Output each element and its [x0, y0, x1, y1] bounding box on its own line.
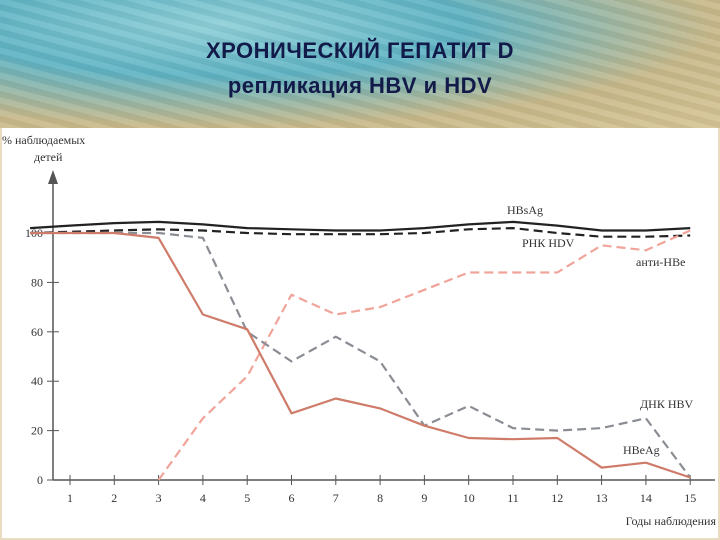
- chart-panel: % наблюдаемых детей Годы наблюдения 0 20 4…: [2, 128, 718, 538]
- chart: % наблюдаемых детей Годы наблюдения 0 20 4…: [2, 133, 717, 528]
- series-label-hbsag: HBsAg: [507, 203, 543, 217]
- series-label-рнк-hdv: РНК HDV: [522, 236, 575, 250]
- series-label-анти-hbe: анти-HBe: [636, 255, 685, 269]
- x-tick-label: 4: [200, 491, 206, 505]
- series-label-hbeag: HBeAg: [623, 443, 660, 457]
- y-tick-label: 60: [31, 325, 43, 339]
- y-axis-arrow: [48, 170, 58, 184]
- y-axis-label-line2: детей: [34, 150, 63, 164]
- x-tick-label: 11: [507, 491, 519, 505]
- x-tick-label: 8: [377, 491, 383, 505]
- series-line-рнк-hdv: [30, 227, 691, 238]
- y-axis-label-line1: % наблюдаемых: [2, 133, 85, 147]
- x-tick-label: 12: [551, 491, 563, 505]
- slide-title: ХРОНИЧЕСКИЙ ГЕПАТИТ D: [206, 38, 514, 63]
- series-line-hbsag: [30, 220, 691, 232]
- y-tick-label: 20: [31, 424, 43, 438]
- series-line-анти-hbe: [157, 229, 691, 481]
- y-tick-label: 80: [31, 275, 43, 289]
- y-tick-label: 0: [37, 473, 43, 487]
- x-axis-label: Годы наблюдения: [626, 514, 717, 528]
- series-line-днк-hbv: [30, 231, 692, 479]
- series-label-днк-hbv: ДНК HBV: [640, 397, 694, 411]
- x-tick-label: 5: [244, 491, 250, 505]
- x-tick-label: 7: [333, 491, 339, 505]
- x-tick-label: 10: [463, 491, 475, 505]
- x-tick-label: 15: [684, 491, 696, 505]
- y-tick-label: 40: [31, 374, 43, 388]
- x-tick-label: 2: [111, 491, 117, 505]
- x-tick-label: 13: [596, 491, 608, 505]
- x-tick-label: 3: [156, 491, 162, 505]
- slide-subtitle: репликация HBV и HDV: [227, 73, 493, 98]
- x-tick-label: 1: [67, 491, 73, 505]
- slide-header: [0, 0, 720, 128]
- x-tick-label: 14: [640, 491, 652, 505]
- x-tick-label: 6: [289, 491, 295, 505]
- x-tick-label: 9: [421, 491, 427, 505]
- series-line-hbeag: [30, 231, 691, 479]
